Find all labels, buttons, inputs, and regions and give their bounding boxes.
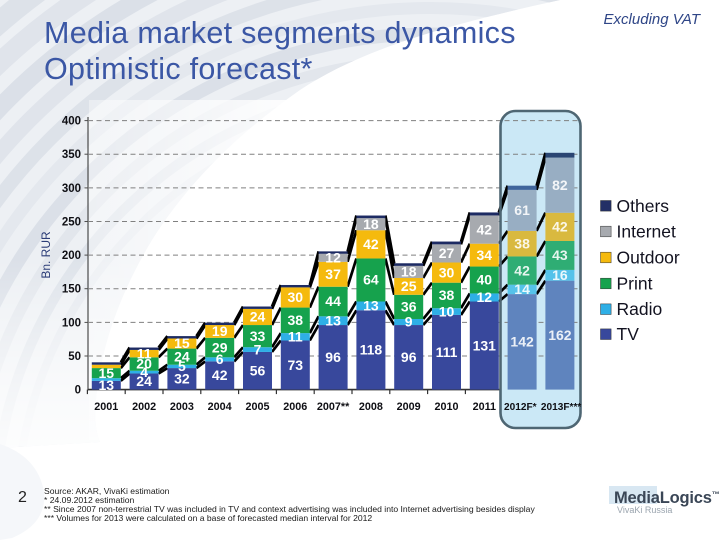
svg-text:2010: 2010 <box>434 401 458 413</box>
svg-text:2004: 2004 <box>208 401 232 413</box>
svg-text:24: 24 <box>174 348 190 364</box>
svg-text:14: 14 <box>514 281 530 297</box>
svg-text:15: 15 <box>174 335 190 351</box>
svg-text:42: 42 <box>514 262 530 278</box>
svg-text:Internet: Internet <box>617 222 676 242</box>
svg-text:162: 162 <box>548 327 572 343</box>
svg-text:2005: 2005 <box>245 401 269 413</box>
svg-text:2013F***: 2013F*** <box>541 402 581 413</box>
svg-text:9: 9 <box>405 314 413 330</box>
svg-text:43: 43 <box>552 247 568 263</box>
svg-text:200: 200 <box>62 250 81 262</box>
svg-text:12: 12 <box>325 250 341 266</box>
svg-text:Bn. RUR: Bn. RUR <box>39 231 53 279</box>
svg-text:37: 37 <box>325 266 341 282</box>
svg-text:42: 42 <box>477 221 493 237</box>
svg-text:2011: 2011 <box>473 401 496 413</box>
svg-text:400: 400 <box>62 116 81 128</box>
svg-text:82: 82 <box>552 177 568 193</box>
svg-text:Print: Print <box>617 274 653 294</box>
svg-text:30: 30 <box>288 289 304 305</box>
svg-text:Outdoor: Outdoor <box>617 248 680 268</box>
svg-text:10: 10 <box>439 303 455 319</box>
svg-text:96: 96 <box>401 349 417 365</box>
svg-text:50: 50 <box>68 351 81 363</box>
svg-text:24: 24 <box>136 373 152 389</box>
svg-text:24: 24 <box>250 309 266 325</box>
svg-text:Radio: Radio <box>617 299 663 319</box>
svg-text:100: 100 <box>62 317 81 329</box>
svg-text:0: 0 <box>75 385 81 397</box>
svg-text:6: 6 <box>216 351 224 367</box>
svg-text:300: 300 <box>62 183 81 195</box>
svg-text:38: 38 <box>514 235 530 251</box>
svg-text:33: 33 <box>250 328 266 344</box>
svg-text:56: 56 <box>250 363 266 379</box>
svg-text:18: 18 <box>401 264 417 280</box>
svg-text:61: 61 <box>514 202 530 218</box>
svg-text:118: 118 <box>360 342 383 358</box>
svg-text:11: 11 <box>137 345 152 361</box>
svg-text:42: 42 <box>363 236 379 252</box>
svg-text:250: 250 <box>62 217 81 229</box>
svg-text:131: 131 <box>473 337 497 353</box>
svg-text:7: 7 <box>254 341 262 357</box>
svg-text:96: 96 <box>325 349 341 365</box>
svg-text:350: 350 <box>62 149 81 161</box>
svg-text:2006: 2006 <box>283 401 307 413</box>
svg-text:20: 20 <box>136 356 152 372</box>
svg-text:44: 44 <box>325 293 341 309</box>
svg-text:Others: Others <box>617 196 670 216</box>
svg-text:32: 32 <box>174 371 190 387</box>
svg-text:142: 142 <box>510 334 534 350</box>
svg-text:30: 30 <box>439 264 455 280</box>
svg-text:38: 38 <box>288 312 304 328</box>
svg-text:15: 15 <box>99 365 115 381</box>
svg-text:2001: 2001 <box>94 401 118 413</box>
svg-text:38: 38 <box>439 287 455 303</box>
svg-text:25: 25 <box>401 278 417 294</box>
svg-text:29: 29 <box>212 339 228 355</box>
svg-text:64: 64 <box>363 272 379 288</box>
svg-text:4: 4 <box>140 364 148 380</box>
svg-text:16: 16 <box>552 267 568 283</box>
svg-text:150: 150 <box>62 284 81 296</box>
svg-text:2007**: 2007** <box>317 401 350 413</box>
svg-text:34: 34 <box>477 247 493 263</box>
svg-text:2009: 2009 <box>397 401 421 413</box>
svg-text:40: 40 <box>477 272 493 288</box>
svg-text:13: 13 <box>325 312 341 328</box>
svg-text:2008: 2008 <box>359 401 383 413</box>
svg-text:42: 42 <box>212 367 228 383</box>
svg-text:TV: TV <box>617 324 640 344</box>
svg-text:19: 19 <box>212 323 228 339</box>
svg-text:2012F*: 2012F* <box>504 402 537 413</box>
svg-text:27: 27 <box>439 245 455 261</box>
svg-text:111: 111 <box>436 344 458 360</box>
svg-text:11: 11 <box>288 329 303 345</box>
svg-text:42: 42 <box>552 219 568 235</box>
svg-text:18: 18 <box>363 216 379 232</box>
svg-text:73: 73 <box>288 357 304 373</box>
svg-text:36: 36 <box>401 299 417 315</box>
svg-text:13: 13 <box>99 377 115 393</box>
svg-text:12: 12 <box>477 289 493 305</box>
svg-text:2003: 2003 <box>170 401 194 413</box>
svg-text:13: 13 <box>363 298 379 314</box>
svg-text:2002: 2002 <box>132 401 156 413</box>
svg-text:5: 5 <box>178 358 186 374</box>
